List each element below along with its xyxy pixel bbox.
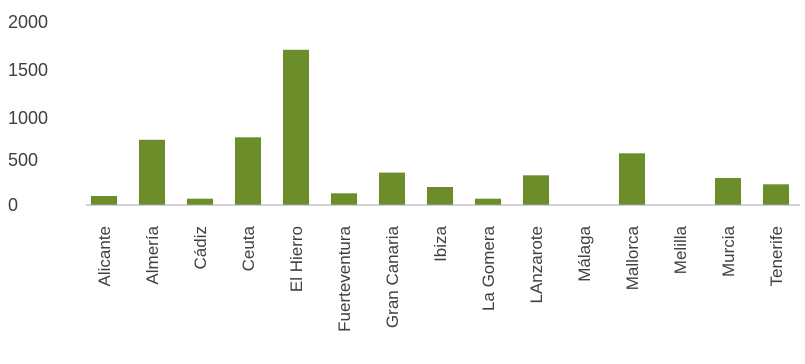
bar	[427, 187, 453, 205]
x-category-label: La Gomera	[479, 225, 498, 311]
y-tick-label: 0	[8, 195, 18, 215]
x-category-label: Málaga	[575, 225, 594, 281]
x-category-label: Fuerteventura	[335, 225, 354, 331]
x-category-label: Ceuta	[239, 225, 258, 271]
x-category-label: Tenerife	[767, 226, 786, 286]
x-axis-category-labels: Alicante Almería Cádiz Ceuta El Hierro Fuerte…	[95, 225, 786, 331]
bar	[235, 137, 261, 205]
bar	[91, 196, 117, 205]
bar	[139, 139, 165, 205]
x-category-label: El Hierro	[287, 226, 306, 292]
x-category-label: Almería	[143, 225, 162, 284]
x-category-label: Gran Canaria	[383, 225, 402, 328]
y-tick-label: 2000	[8, 12, 48, 32]
bar	[715, 178, 741, 205]
bar	[619, 153, 645, 205]
x-category-label: Cádiz	[191, 226, 210, 269]
bar	[475, 198, 501, 205]
x-category-label: Alicante	[95, 226, 114, 286]
x-category-label: Mallorca	[623, 225, 642, 290]
bar-series	[91, 49, 789, 205]
y-tick-label: 1500	[8, 60, 48, 80]
x-category-label: LAnzarote	[527, 226, 546, 304]
y-tick-label: 1000	[8, 108, 48, 128]
y-axis-ticks: 0 500 1000 1500 2000	[8, 12, 48, 215]
bar	[763, 184, 789, 205]
bar	[379, 172, 405, 205]
bar	[187, 198, 213, 205]
x-category-label: Melilla	[671, 225, 690, 274]
bar	[331, 193, 357, 205]
x-category-label: Murcia	[719, 225, 738, 277]
y-tick-label: 500	[8, 150, 38, 170]
x-category-label: Ibiza	[431, 225, 450, 261]
bar	[523, 175, 549, 205]
bar	[283, 49, 309, 205]
